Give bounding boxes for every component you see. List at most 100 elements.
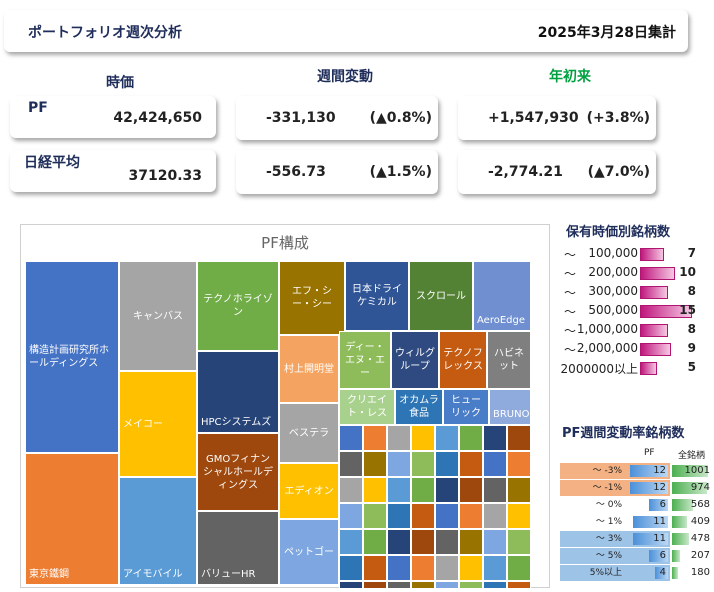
holdings-label: 100,000 [588,246,638,260]
weekly-change-pf: 6 [626,548,670,564]
treemap-tile-small [483,503,507,529]
weekly-change-all: 207 [670,548,712,564]
holdings-row: ～ 2,000,000 9 [560,340,710,358]
treemap-tile-small [507,477,531,503]
holdings-sym: ～ [564,305,577,319]
treemap-tile-small [339,581,363,589]
weekly-change-all-bar [672,482,707,494]
weekly-change-row: ～ -1% 12 974 [560,480,712,496]
nikkei-value-card: 日経平均 37120.33 [10,150,216,192]
pf-composition-treemap: PF構成 構造計画研究所ホールディングス 東京鐵鋼 キャンバス メイコー アイモバイル テ… [20,224,550,589]
treemap-tile: エディオン [279,463,339,519]
treemap-tile-small [411,477,435,503]
holdings-count: 9 [687,341,696,355]
treemap-tile-small [411,581,435,589]
weekly-change-pf-bar [655,567,668,579]
treemap-tile-small [339,425,363,451]
weekly-change-all: 568 [670,497,712,513]
weekly-change-pf-count: 12 [653,465,666,476]
treemap-tile: メイコー [119,371,197,477]
weekly-change-label: ～ -1% [560,480,626,496]
weekly-change-pf-count: 6 [659,550,666,561]
treemap-tile: エフ・シー・シー [279,261,345,335]
nikkei-label: 日経平均 [24,155,80,171]
weekly-change-row: ～ -3% 12 1001 [560,463,712,479]
nikkei-ytd-pct: (▲7.0%) [587,164,650,180]
treemap-title: PF構成 [261,234,309,252]
weekly-change-all-count: 568 [690,499,710,510]
weekly-change-pf: 11 [626,531,670,547]
treemap-tile: テクノフレックス [439,331,487,389]
treemap-tile-small [387,503,411,529]
treemap-tile-small [411,503,435,529]
holdings-count: 8 [687,284,696,298]
treemap-tile-small [459,451,483,477]
treemap-tile-small [507,425,531,451]
treemap-tile: 構造計画研究所ホールディングス [25,261,119,453]
header-bar: ポートフォリオ週次分析 2025年3月28日集計 [4,10,688,52]
treemap-tile: テクノホライゾン [197,261,279,351]
treemap-tile: ペットゴー [279,519,339,585]
treemap-tile-small [459,529,483,555]
weekly-change-pf: 12 [626,463,670,479]
treemap-tile-small [411,529,435,555]
treemap-tile: オカムラ食品 [395,389,443,425]
holdings-title: 保有時価別銘柄数 [566,225,671,240]
holdings-row: ～ 500,000 15 [560,302,710,320]
pf-value-card: PF 42,424,650 [10,96,216,138]
holdings-count: 5 [687,360,696,374]
treemap-tile: キャンバス [119,261,197,371]
weekly-change-all-bar [672,567,678,579]
holdings-bar [640,305,692,318]
weekly-change-row: ～ 3% 11 478 [560,531,712,547]
pf-weekly-card: -331,130 (▲0.8%) [236,96,438,140]
treemap-tile-small [507,503,531,529]
holdings-label: 500,000 [588,303,638,317]
page-title: ポートフォリオ週次分析 [28,25,182,41]
weekly-change-label: ～ 1% [560,514,626,530]
treemap-tile-small [339,555,363,581]
nikkei-weekly-card: -556.73 (▲1.5%) [236,150,438,194]
treemap-tile-small [435,425,459,451]
treemap-tile-small [459,581,483,589]
pf-ytd-pct: (+3.8%) [586,110,650,126]
weekly-change-all: 974 [670,480,712,496]
treemap-tile: AeroEdge [473,261,531,331]
treemap-tile: バリューHR [197,511,279,585]
treemap-tile-small [435,529,459,555]
treemap-tile: 東京鐵鋼 [25,453,119,585]
weekly-change-col-all: 全銘柄 [678,451,706,461]
weekly-change-all: 1001 [670,463,712,479]
holdings-label: 300,000 [588,284,638,298]
treemap-tile-small [507,529,531,555]
weekly-change-pf: 6 [626,497,670,513]
pf-ytd-card: +1,547,930 (+3.8%) [458,96,656,140]
treemap-tile-small [363,555,387,581]
weekly-change-all-bar [672,550,680,562]
treemap-tile: ベステラ [279,403,339,463]
holdings-sym: ～ [564,324,577,338]
holdings-sym: ～ [564,343,577,357]
treemap-tile-small [483,451,507,477]
holdings-count: 10 [679,265,696,279]
holdings-row: ～ 200,000 10 [560,264,710,282]
treemap-tile-small [387,529,411,555]
treemap-tile: クリエイト・レス [339,389,395,425]
pf-weekly-abs: -331,130 [266,110,336,126]
weekly-change-all: 478 [670,531,712,547]
weekly-change-label: ～ 0% [560,497,626,513]
treemap-tile-small [507,581,531,589]
treemap-tile: 日本ドライケミカル [345,261,409,331]
treemap-tile-small [459,555,483,581]
treemap-tile: HPCシステムズ [197,351,279,433]
pf-ytd-abs: +1,547,930 [488,110,579,126]
holdings-row: ～ 1,000,000 8 [560,321,710,339]
holdings-bar [640,286,668,299]
column-price: 時価 [106,75,134,91]
weekly-change-all-bar [672,533,689,545]
weekly-change-pf-bar [649,550,668,562]
treemap-tile-small [435,451,459,477]
pf-weekly-pct: (▲0.8%) [369,110,432,126]
treemap-tile-small [507,451,531,477]
treemap-tile: 村上開明堂 [279,335,339,403]
